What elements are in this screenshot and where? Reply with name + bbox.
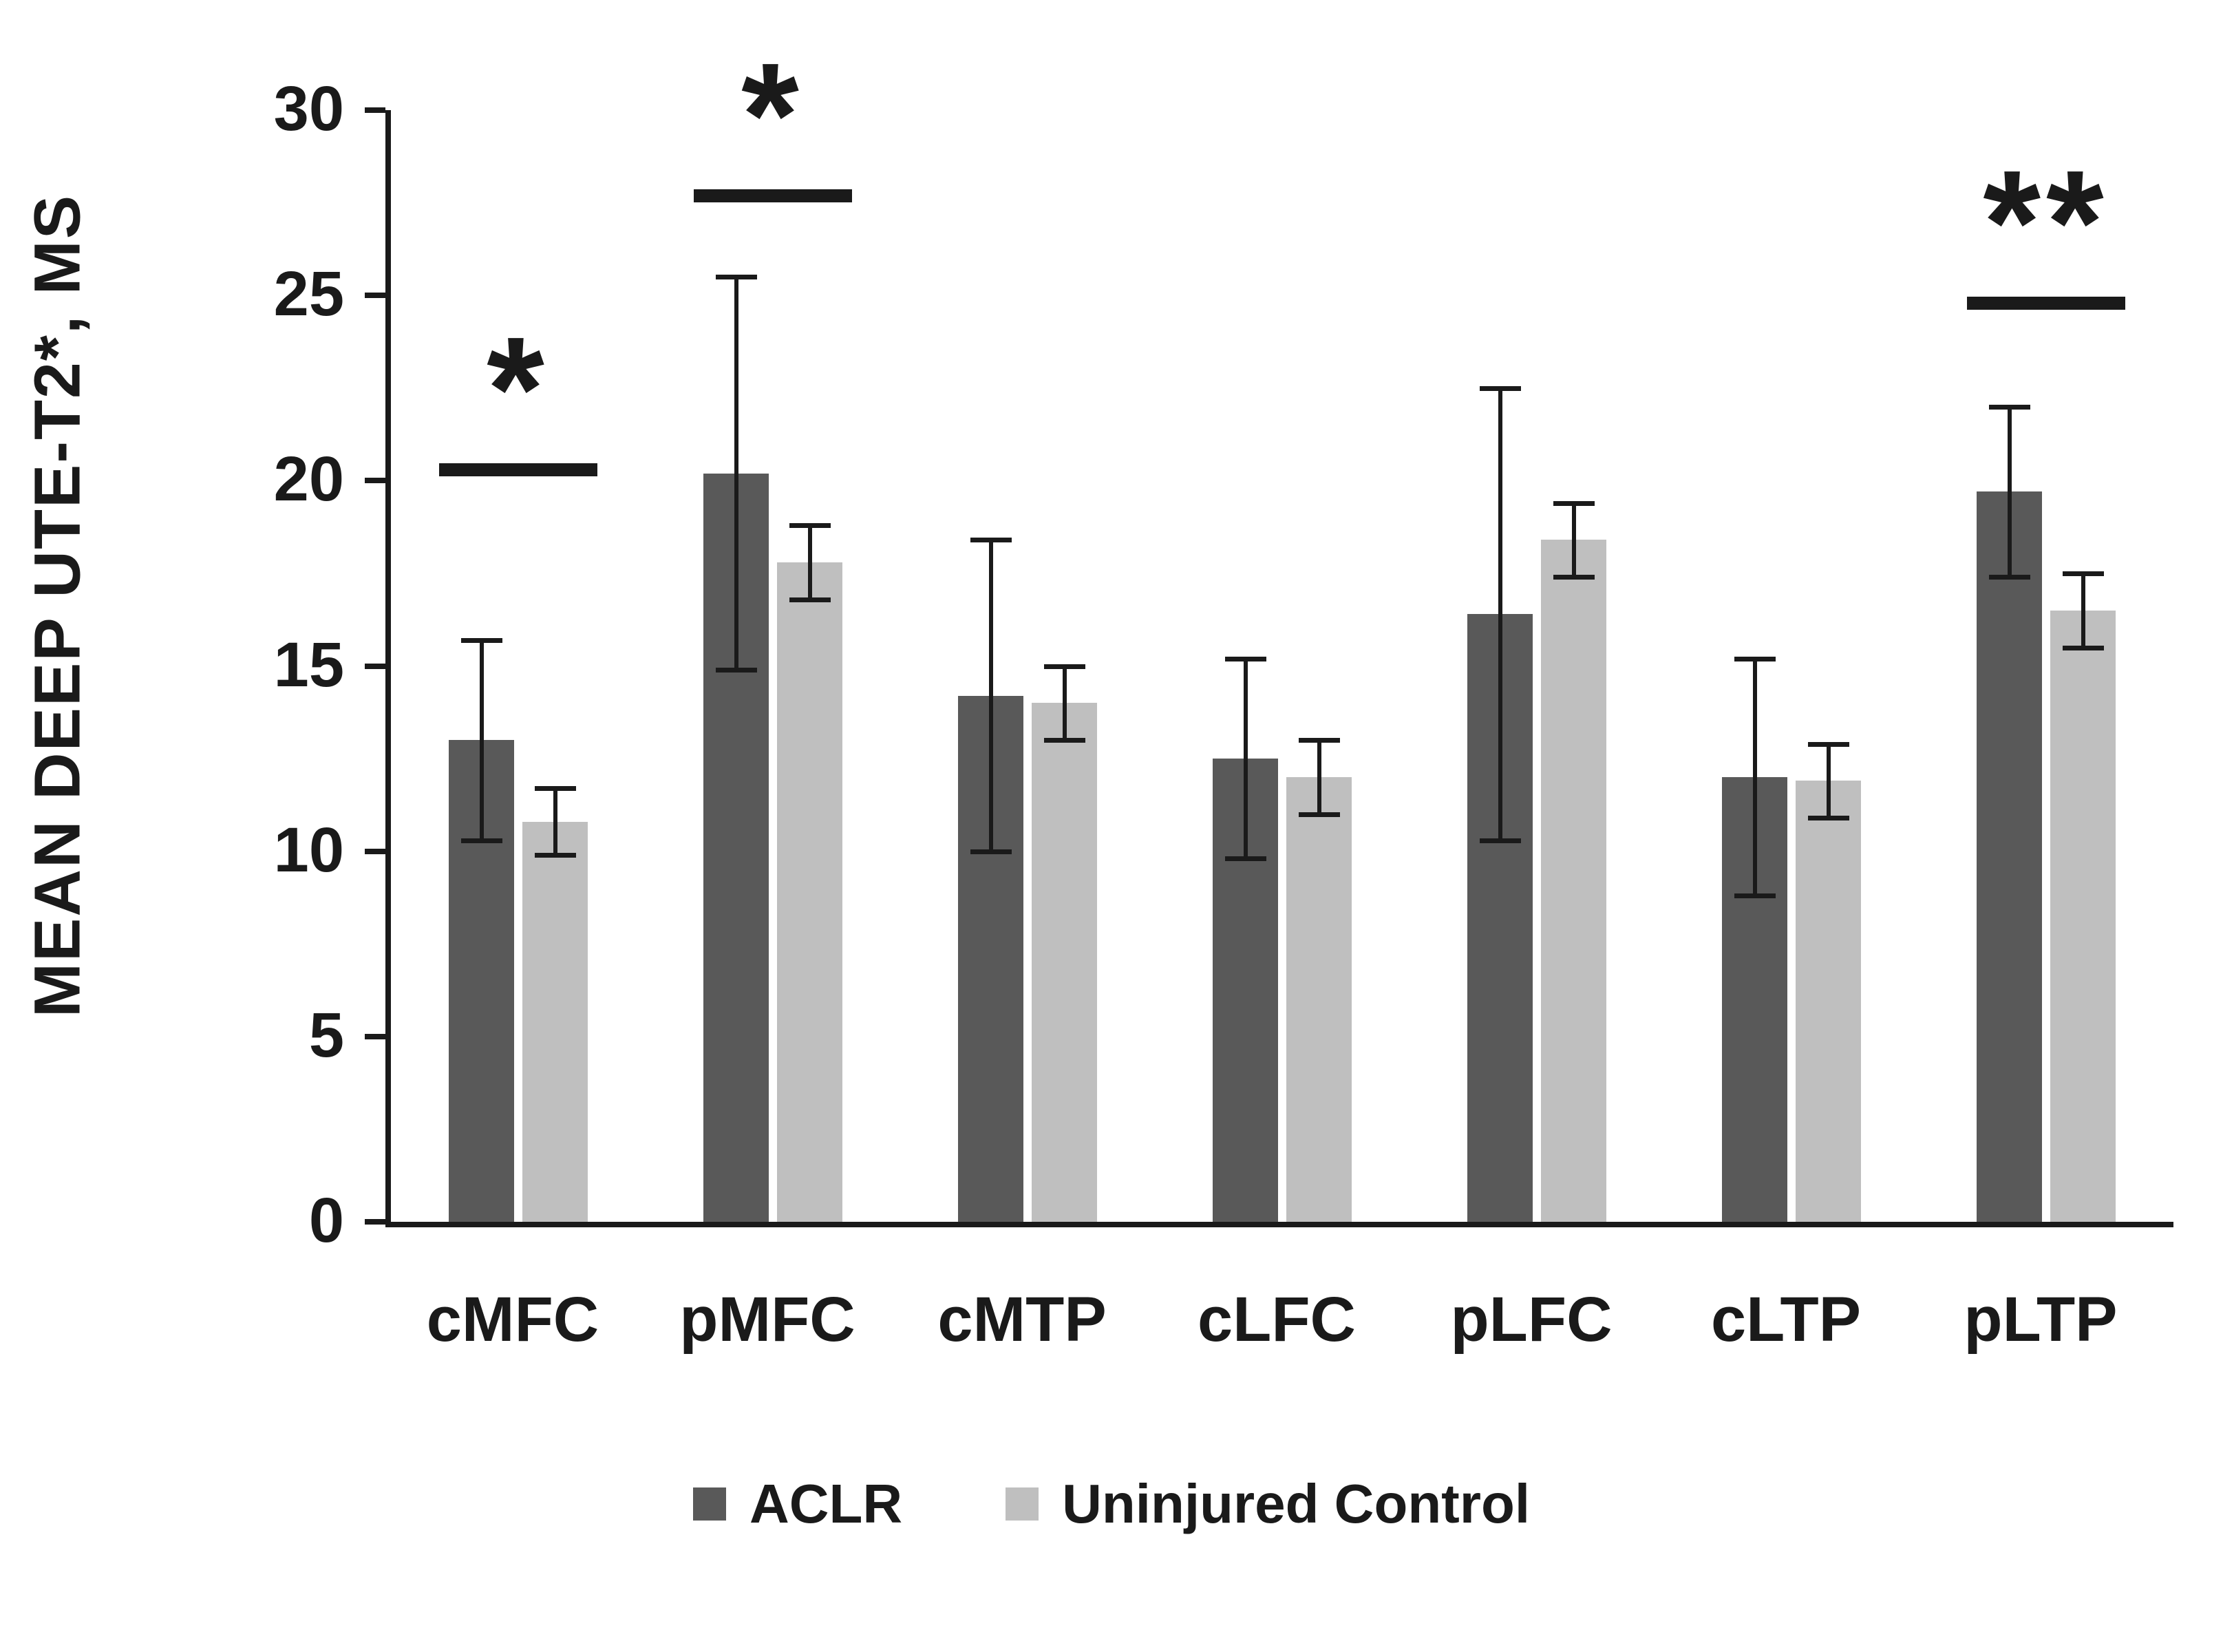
error-bar-cap xyxy=(534,853,576,858)
significance-line xyxy=(1967,296,2125,310)
legend-item: ACLR xyxy=(692,1472,903,1536)
legend-swatch-icon xyxy=(692,1487,726,1521)
x-axis-label-pMFC: pMFC xyxy=(679,1284,855,1355)
error-bar-cap xyxy=(1553,500,1595,506)
error-bar-cap xyxy=(1988,404,2030,410)
error-bar xyxy=(1243,658,1248,859)
x-axis-label-cMTP: cMTP xyxy=(937,1284,1107,1355)
error-bar-cap xyxy=(1807,816,1849,821)
significance-line xyxy=(694,189,852,202)
y-tick-label: 10 xyxy=(273,814,344,885)
error-bar xyxy=(2007,406,2012,578)
bar-pLTP-aclr xyxy=(1977,491,2042,1222)
legend-label: ACLR xyxy=(749,1473,903,1534)
error-bar xyxy=(1571,502,1576,578)
error-bar xyxy=(479,639,484,840)
error-bar-cap xyxy=(1224,856,1266,862)
bar-cMFC-control xyxy=(522,821,588,1222)
y-tick-mark xyxy=(365,107,385,113)
y-tick-mark xyxy=(365,293,385,299)
y-tick-mark xyxy=(365,1033,385,1039)
error-bar xyxy=(1498,388,1502,840)
error-bar-cap xyxy=(970,849,1012,854)
legend-label: Uninjured Control xyxy=(1062,1473,1531,1534)
bar-cLTP-control xyxy=(1796,781,1861,1222)
bar-pMFC-control xyxy=(777,562,842,1222)
significance-label: * xyxy=(487,306,550,472)
error-bar xyxy=(988,540,993,851)
y-tick-label: 20 xyxy=(273,444,344,515)
y-tick-mark xyxy=(365,1219,385,1225)
error-bar-cap xyxy=(460,637,502,643)
error-bar-cap xyxy=(1988,575,2030,580)
error-bar-cap xyxy=(1224,656,1266,661)
error-bar-cap xyxy=(1479,385,1521,391)
error-bar xyxy=(2081,573,2085,648)
y-axis-title: MEAN DEEP UTE-T2*, MS xyxy=(21,193,94,1018)
legend-item: Uninjured Control xyxy=(1006,1472,1530,1536)
significance-line xyxy=(439,463,597,477)
y-tick-mark xyxy=(365,663,385,669)
error-bar-cap xyxy=(1734,893,1776,899)
x-axis-labels: cMFC pMFC cMTP cLFC pLFC cLTP pLTP xyxy=(385,1284,2168,1373)
error-bar-cap xyxy=(2062,645,2104,650)
error-bar-cap xyxy=(1734,656,1776,661)
error-bar-cap xyxy=(1043,738,1085,743)
y-tick-mark xyxy=(365,848,385,854)
error-bar-cap xyxy=(460,838,502,843)
y-tick-label: 5 xyxy=(308,999,344,1070)
x-axis-label-pLFC: pLFC xyxy=(1450,1284,1613,1355)
bar-pLFC-control xyxy=(1541,540,1606,1222)
error-bar-cap xyxy=(1043,664,1085,669)
error-bar-cap xyxy=(1479,838,1521,843)
y-tick-label: 25 xyxy=(273,259,344,330)
error-bar-cap xyxy=(1298,738,1340,743)
error-bar-cap xyxy=(1807,741,1849,747)
error-bar xyxy=(1062,666,1067,741)
y-tick-label: 0 xyxy=(308,1185,344,1256)
y-tick-mark xyxy=(365,478,385,484)
bar-pLTP-control xyxy=(2050,610,2116,1222)
error-bar-cap xyxy=(715,275,757,280)
x-axis-label-cLFC: cLFC xyxy=(1198,1284,1356,1355)
bar-cMTP-control xyxy=(1032,703,1097,1222)
y-tick-label: 15 xyxy=(273,629,344,700)
error-bar xyxy=(1752,658,1757,896)
error-bar-cap xyxy=(715,667,757,673)
x-axis-label-cLTP: cLTP xyxy=(1710,1284,1862,1355)
y-tick-label: 30 xyxy=(273,74,344,144)
error-bar xyxy=(1317,740,1321,814)
error-bar-cap xyxy=(789,522,831,528)
x-axis-label-cMFC: cMFC xyxy=(426,1284,599,1355)
bar-cLFC-control xyxy=(1286,777,1352,1222)
significance-label: * xyxy=(741,31,805,198)
error-bar xyxy=(734,277,738,670)
error-bar-cap xyxy=(1553,575,1595,580)
error-bar xyxy=(553,788,557,856)
x-axis-label-pLTP: pLTP xyxy=(1964,1284,2118,1355)
error-bar-cap xyxy=(534,786,576,792)
legend: ACLR Uninjured Control xyxy=(0,1456,2223,1552)
error-bar-cap xyxy=(1298,812,1340,817)
error-bar-cap xyxy=(970,538,1012,543)
plot-area: * * ** xyxy=(365,41,2173,1227)
error-bar-cap xyxy=(789,597,831,602)
error-bar xyxy=(807,525,812,600)
error-bar xyxy=(1826,743,1831,818)
error-bar-cap xyxy=(2062,571,2104,576)
significance-label: ** xyxy=(1983,138,2109,305)
legend-swatch-icon xyxy=(1006,1487,1039,1521)
